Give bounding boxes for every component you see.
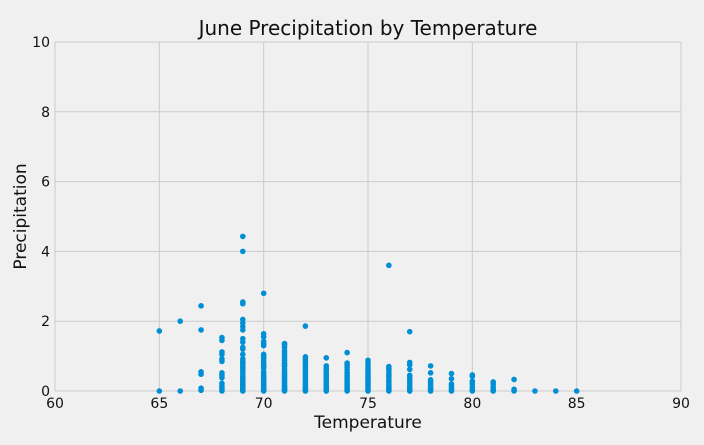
data-point bbox=[532, 388, 538, 394]
data-point bbox=[302, 388, 309, 394]
data-point bbox=[198, 303, 204, 309]
data-point bbox=[490, 388, 497, 394]
data-point bbox=[240, 360, 246, 366]
x-tick-labels: 60 65 70 75 80 85 90 bbox=[46, 396, 690, 412]
data-point bbox=[553, 388, 559, 394]
data-point bbox=[302, 323, 309, 329]
data-point bbox=[260, 334, 267, 340]
data-point bbox=[448, 388, 455, 394]
data-points bbox=[156, 233, 580, 394]
data-point bbox=[240, 384, 246, 390]
data-point bbox=[260, 290, 267, 297]
data-point bbox=[156, 328, 163, 334]
y-tick-label: 8 bbox=[41, 105, 50, 121]
data-point bbox=[323, 388, 330, 394]
data-point bbox=[240, 351, 246, 358]
data-point bbox=[427, 370, 434, 376]
data-point bbox=[240, 339, 246, 345]
data-point bbox=[427, 363, 434, 369]
data-point bbox=[386, 388, 392, 394]
data-point bbox=[511, 376, 517, 383]
data-point bbox=[573, 388, 580, 394]
data-point bbox=[365, 388, 371, 394]
data-point bbox=[344, 349, 350, 356]
data-point bbox=[344, 388, 350, 394]
y-axis-title: Precipitation bbox=[11, 163, 31, 269]
data-point bbox=[469, 388, 476, 394]
data-point bbox=[219, 351, 225, 358]
data-point bbox=[406, 366, 413, 373]
data-point bbox=[281, 388, 288, 394]
data-point bbox=[219, 358, 225, 365]
data-point bbox=[240, 233, 246, 240]
y-tick-label: 10 bbox=[32, 35, 50, 51]
data-point bbox=[198, 387, 204, 394]
x-tick-label: 75 bbox=[359, 396, 377, 412]
data-point bbox=[386, 262, 392, 269]
data-point bbox=[156, 388, 163, 394]
data-point bbox=[198, 327, 204, 333]
x-tick-label: 90 bbox=[672, 396, 690, 412]
data-point bbox=[240, 248, 246, 255]
data-point bbox=[219, 337, 225, 344]
data-point bbox=[448, 375, 455, 382]
chart-title: June Precipitation by Temperature bbox=[197, 16, 538, 40]
data-point bbox=[219, 388, 225, 394]
x-axis-title: Temperature bbox=[313, 413, 422, 433]
x-tick-label: 85 bbox=[568, 396, 586, 412]
data-point bbox=[240, 388, 246, 394]
data-point bbox=[469, 373, 476, 380]
data-point bbox=[448, 370, 455, 377]
data-point bbox=[240, 346, 246, 352]
data-point bbox=[406, 362, 413, 368]
y-tick-label: 0 bbox=[41, 384, 50, 400]
data-point bbox=[260, 342, 267, 349]
x-tick-label: 80 bbox=[463, 396, 481, 412]
x-tick-label: 70 bbox=[255, 396, 273, 412]
data-point bbox=[240, 364, 246, 371]
data-point bbox=[240, 375, 246, 382]
data-point bbox=[427, 388, 434, 394]
data-point bbox=[406, 328, 413, 335]
data-point bbox=[323, 355, 330, 361]
data-point bbox=[219, 374, 225, 381]
x-tick-label: 60 bbox=[46, 396, 64, 412]
y-tick-label: 2 bbox=[41, 314, 50, 330]
data-point bbox=[177, 318, 183, 325]
data-point bbox=[198, 371, 204, 378]
data-point bbox=[511, 388, 517, 394]
x-tick-label: 65 bbox=[150, 396, 168, 412]
data-point bbox=[177, 388, 183, 394]
data-point bbox=[240, 327, 246, 333]
data-point bbox=[260, 388, 267, 394]
data-point bbox=[406, 388, 413, 394]
data-point bbox=[240, 300, 246, 307]
y-tick-label: 6 bbox=[41, 175, 50, 191]
y-tick-labels: 0 2 4 6 8 10 bbox=[32, 35, 50, 400]
y-tick-label: 4 bbox=[41, 244, 50, 260]
